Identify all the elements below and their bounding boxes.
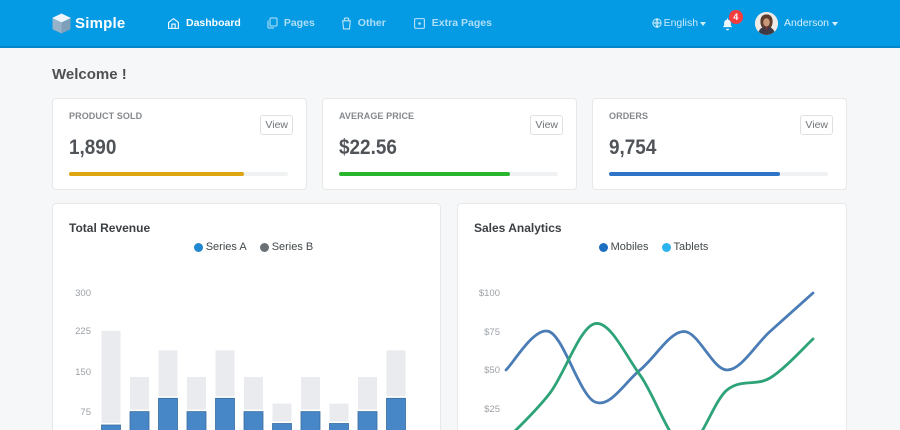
svg-text:300: 300 [75, 288, 91, 299]
svg-text:150: 150 [75, 367, 91, 378]
svg-text:225: 225 [75, 326, 91, 337]
svg-text:75: 75 [80, 407, 91, 418]
svg-text:$75: $75 [484, 327, 500, 338]
svg-text:$25: $25 [484, 404, 500, 415]
svg-text:$50: $50 [484, 365, 500, 376]
svg-text:$100: $100 [479, 288, 500, 299]
